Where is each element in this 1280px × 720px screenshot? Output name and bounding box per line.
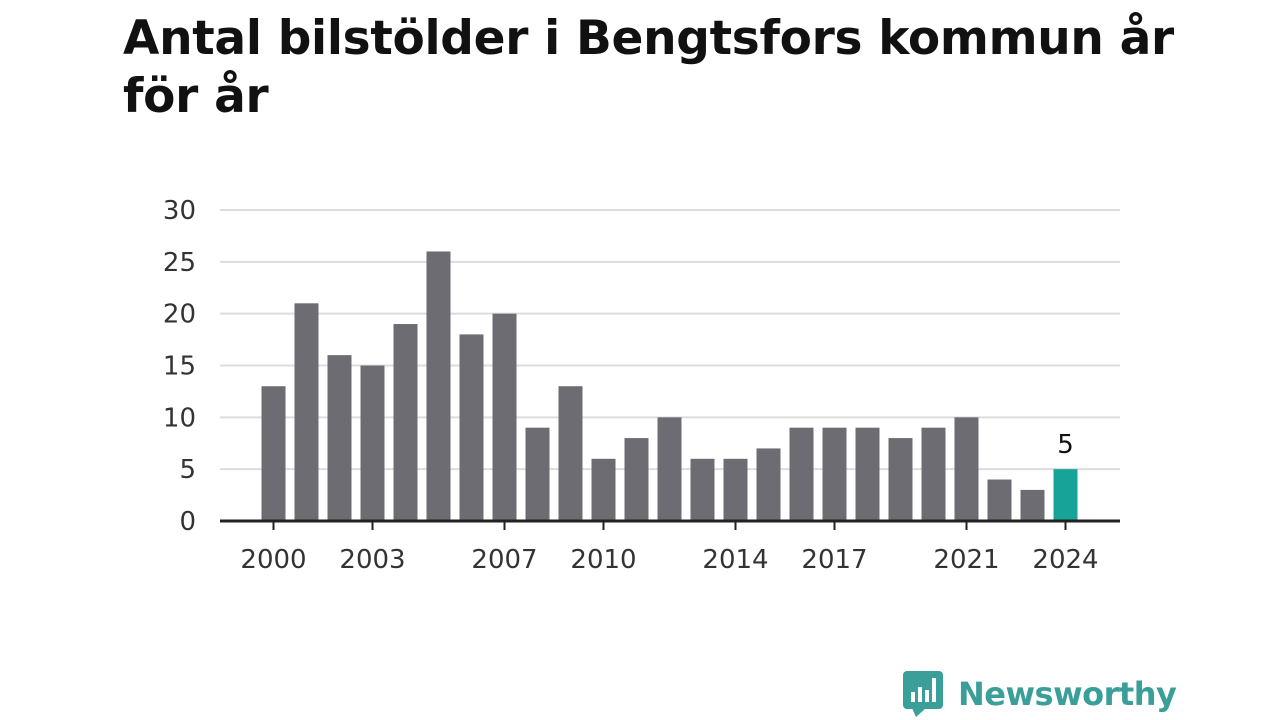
- x-axis-ticks: 2000 2003 2007 2010 2014 2017 2021 2024: [240, 521, 1099, 575]
- bar-2009: [558, 386, 583, 521]
- y-tick-label: 15: [163, 352, 196, 382]
- bar-2004: [393, 324, 418, 521]
- y-axis-ticks: 0 5 10 15 20 25 30: [163, 196, 196, 537]
- bar-2003: [360, 365, 385, 521]
- y-tick-label: 10: [163, 403, 196, 433]
- bar-2001: [294, 303, 319, 521]
- bar-2023: [1020, 489, 1045, 521]
- x-tick-label: 2007: [471, 545, 537, 575]
- x-tick-label: 2003: [339, 545, 405, 575]
- newsworthy-chat-bars-icon: [903, 671, 943, 717]
- x-tick-label: 2024: [1032, 545, 1098, 575]
- y-tick-label: 30: [163, 196, 196, 226]
- x-tick-label: 2021: [933, 545, 999, 575]
- bar-2016: [789, 427, 814, 521]
- x-tick-label: 2010: [570, 545, 636, 575]
- newsworthy-brand: Newsworthy: [902, 670, 1177, 718]
- y-tick-label: 0: [179, 507, 196, 537]
- y-tick-label: 5: [179, 455, 196, 485]
- bar-2008: [525, 427, 550, 521]
- chart-title: Antal bilstölder i Bengtsfors kommun år …: [123, 11, 1174, 124]
- y-tick-label: 20: [163, 300, 196, 330]
- bar-2007: [492, 313, 517, 521]
- bar-2015: [756, 448, 781, 521]
- bar-2024: [1053, 469, 1078, 521]
- bar-2020: [921, 427, 946, 521]
- bar-2019: [888, 438, 913, 521]
- bar-2021: [954, 417, 979, 521]
- x-tick-label: 2000: [240, 545, 306, 575]
- y-tick-label: 25: [163, 248, 196, 278]
- data-labels: 5: [1057, 430, 1074, 460]
- bar-2012: [657, 417, 682, 521]
- x-tick-label: 2017: [801, 545, 867, 575]
- bar-2018: [855, 427, 880, 521]
- bar-2022: [987, 479, 1012, 521]
- bar-2017: [822, 427, 847, 521]
- bar-2000: [261, 386, 286, 521]
- brand-name: Newsworthy: [958, 675, 1177, 713]
- bar-2014: [723, 458, 748, 521]
- bars: [261, 251, 1078, 521]
- bar-2002: [327, 355, 352, 521]
- bar-2005: [426, 251, 451, 521]
- x-tick-label: 2014: [702, 545, 768, 575]
- data-label-2024: 5: [1057, 430, 1074, 460]
- bar-2010: [591, 458, 616, 521]
- bar-2013: [690, 458, 715, 521]
- bar-chart: 0 5 10 15 20 25 30 2000 2003 2007 2010 2014 2017 202…: [163, 196, 1120, 575]
- bar-2006: [459, 334, 484, 521]
- bar-2011: [624, 438, 649, 521]
